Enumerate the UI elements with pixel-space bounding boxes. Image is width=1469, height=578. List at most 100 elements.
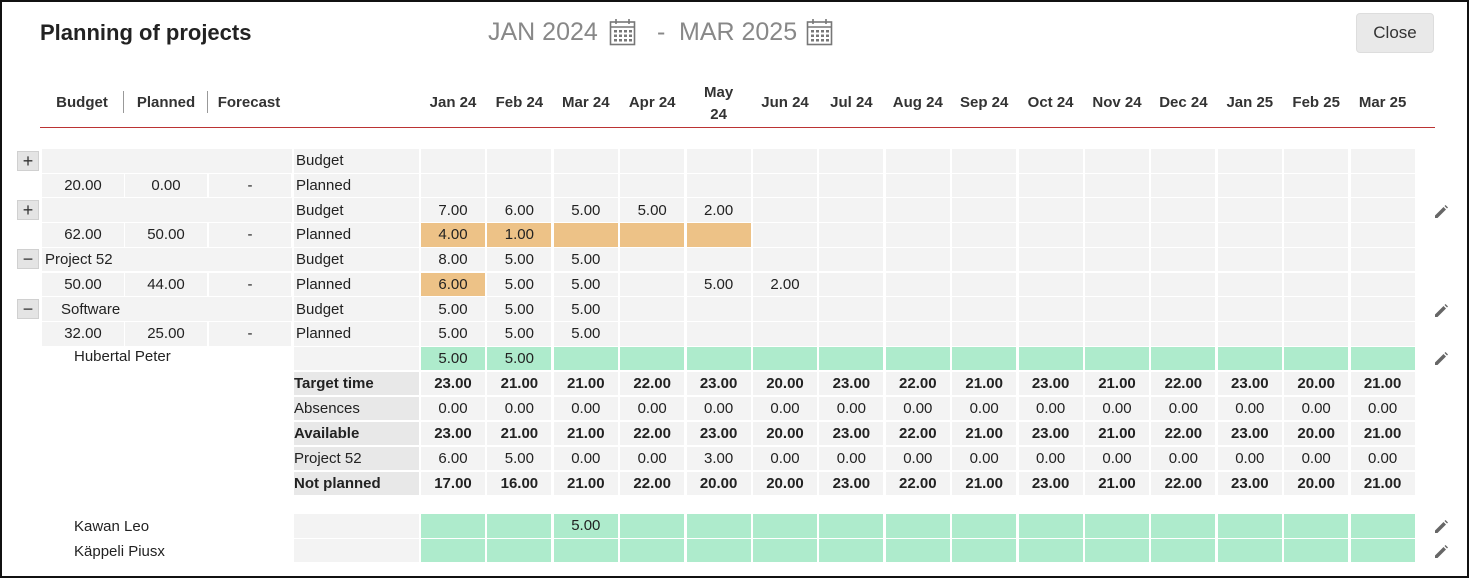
budget-cell[interactable]: 6.00	[487, 198, 552, 223]
date-from[interactable]: JAN 2024	[488, 18, 598, 46]
planned-cell[interactable]	[753, 321, 817, 346]
budget-cell[interactable]	[1284, 198, 1349, 223]
person-planned-cell[interactable]	[1350, 514, 1415, 538]
planned-cell[interactable]	[686, 321, 751, 346]
budget-cell[interactable]	[686, 297, 751, 321]
planned-cell[interactable]	[1217, 223, 1282, 247]
planned-cell[interactable]	[952, 173, 1017, 198]
planned-cell[interactable]	[1085, 272, 1149, 297]
budget-cell[interactable]	[952, 247, 1017, 272]
budget-cell[interactable]	[885, 297, 950, 321]
person-planned-cell[interactable]	[421, 514, 485, 538]
budget-cell[interactable]: 5.00	[620, 198, 685, 223]
person-planned-cell[interactable]	[1085, 514, 1149, 538]
person-planned-cell[interactable]	[885, 538, 950, 563]
budget-cell[interactable]: 5.00	[421, 297, 485, 321]
person-planned-cell[interactable]	[686, 514, 751, 538]
planned-cell[interactable]: 1.00	[487, 223, 552, 247]
person-planned-cell[interactable]	[1350, 346, 1415, 371]
budget-cell[interactable]	[753, 149, 817, 173]
planned-cell[interactable]: 5.00	[487, 321, 552, 346]
budget-cell[interactable]	[1284, 297, 1349, 321]
budget-cell[interactable]	[952, 149, 1017, 173]
person-planned-cell[interactable]	[1217, 538, 1282, 563]
planned-cell[interactable]: 5.00	[553, 321, 618, 346]
planned-cell[interactable]: 6.00	[421, 272, 485, 297]
budget-cell[interactable]	[1085, 149, 1149, 173]
budget-cell[interactable]	[421, 149, 485, 173]
planned-cell[interactable]	[620, 272, 685, 297]
person-planned-cell[interactable]	[1217, 514, 1282, 538]
person-planned-cell[interactable]	[952, 538, 1017, 563]
budget-cell[interactable]	[1350, 247, 1415, 272]
planned-cell[interactable]: 5.00	[686, 272, 751, 297]
planned-cell[interactable]	[1018, 223, 1083, 247]
budget-cell[interactable]	[1151, 198, 1216, 223]
planned-cell[interactable]	[1350, 223, 1415, 247]
person-planned-cell[interactable]	[1151, 346, 1216, 371]
budget-cell[interactable]	[753, 247, 817, 272]
edit-pencil-icon[interactable]	[1433, 303, 1449, 319]
collapse-button[interactable]: −	[17, 249, 39, 270]
planned-cell[interactable]	[620, 223, 685, 247]
person-planned-cell[interactable]	[1151, 538, 1216, 563]
budget-cell[interactable]	[1018, 198, 1083, 223]
person-planned-cell[interactable]	[819, 538, 884, 563]
budget-cell[interactable]	[1151, 297, 1216, 321]
budget-cell[interactable]	[1085, 198, 1149, 223]
person-planned-cell[interactable]	[1350, 538, 1415, 563]
planned-cell[interactable]	[885, 173, 950, 198]
budget-cell[interactable]	[753, 297, 817, 321]
budget-cell[interactable]	[1018, 149, 1083, 173]
budget-cell[interactable]	[1085, 297, 1149, 321]
person-planned-cell[interactable]	[620, 538, 685, 563]
planned-cell[interactable]: 5.00	[553, 272, 618, 297]
person-planned-cell[interactable]	[1217, 346, 1282, 371]
budget-cell[interactable]	[620, 297, 685, 321]
planned-cell[interactable]	[421, 173, 485, 198]
budget-cell[interactable]	[952, 198, 1017, 223]
planned-cell[interactable]	[1085, 223, 1149, 247]
planned-cell[interactable]: 2.00	[753, 272, 817, 297]
edit-pencil-icon[interactable]	[1433, 519, 1449, 535]
budget-cell[interactable]	[1018, 297, 1083, 321]
budget-cell[interactable]	[1217, 198, 1282, 223]
budget-cell[interactable]	[686, 247, 751, 272]
budget-cell[interactable]: 5.00	[553, 297, 618, 321]
person-planned-cell[interactable]	[1018, 514, 1083, 538]
planned-cell[interactable]	[819, 223, 884, 247]
budget-cell[interactable]	[487, 149, 552, 173]
planned-cell[interactable]	[819, 321, 884, 346]
person-planned-cell[interactable]	[885, 514, 950, 538]
edit-pencil-icon[interactable]	[1433, 544, 1449, 560]
budget-cell[interactable]: 8.00	[421, 247, 485, 272]
budget-cell[interactable]	[885, 149, 950, 173]
planned-cell[interactable]	[1350, 173, 1415, 198]
planned-cell[interactable]	[686, 173, 751, 198]
person-planned-cell[interactable]	[885, 346, 950, 371]
planned-cell[interactable]	[1217, 272, 1282, 297]
planned-cell[interactable]	[885, 272, 950, 297]
budget-cell[interactable]	[553, 149, 618, 173]
person-planned-cell[interactable]	[1018, 346, 1083, 371]
planned-cell[interactable]	[1350, 321, 1415, 346]
budget-cell[interactable]: 2.00	[686, 198, 751, 223]
person-planned-cell[interactable]	[487, 514, 552, 538]
budget-cell[interactable]	[686, 149, 751, 173]
budget-cell[interactable]	[1350, 149, 1415, 173]
planned-cell[interactable]	[1085, 173, 1149, 198]
person-planned-cell[interactable]	[686, 346, 751, 371]
planned-cell[interactable]	[1284, 223, 1349, 247]
expand-button[interactable]: +	[17, 199, 39, 220]
budget-cell[interactable]	[1085, 247, 1149, 272]
planned-cell[interactable]: 5.00	[421, 321, 485, 346]
budget-cell[interactable]	[620, 149, 685, 173]
budget-cell[interactable]	[620, 247, 685, 272]
planned-cell[interactable]	[819, 272, 884, 297]
planned-cell[interactable]	[1151, 321, 1216, 346]
person-planned-cell[interactable]: 5.00	[421, 346, 485, 371]
person-planned-cell[interactable]	[753, 514, 817, 538]
budget-cell[interactable]	[1217, 149, 1282, 173]
person-planned-cell[interactable]	[553, 346, 618, 371]
person-planned-cell[interactable]: 5.00	[553, 514, 618, 538]
